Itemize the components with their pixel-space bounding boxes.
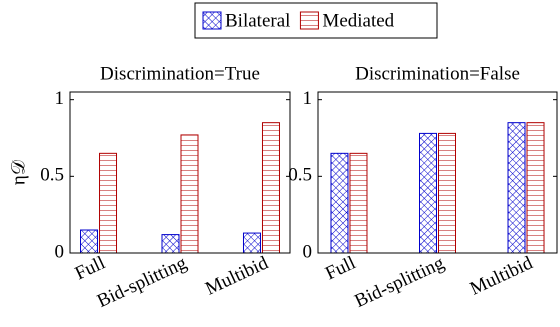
bar [438,132,456,254]
bar [80,229,99,254]
y-tick-label: 0.5 [40,165,64,186]
chart-title: Discrimination=True [100,63,260,84]
legend: Bilateral Mediated [194,2,438,39]
bar [526,122,545,254]
plot-frame [317,91,558,254]
y-tick-label: 0.5 [288,165,312,186]
bar [161,234,180,254]
x-tick-label: Full [72,252,109,284]
bar [349,152,368,254]
y-tick-label: 0 [303,241,313,262]
y-tick-label: 1 [55,88,65,109]
y-axis-label: η𝒟 [8,159,29,185]
plot-frame [69,91,291,254]
legend-swatch [299,11,319,30]
x-tick-label: Bid-splitting [352,252,448,312]
x-tick-label: Multibid [467,252,537,299]
bar [180,134,199,254]
y-tick-label: 1 [303,88,313,109]
legend-swatch [202,11,222,30]
legend-label: Mediated [322,10,394,31]
bar [242,232,261,254]
x-tick-label: Multibid [202,252,272,299]
bar [507,122,526,254]
bar [419,132,437,254]
bar [330,152,349,254]
legend-label: Bilateral [225,10,290,31]
bar [261,122,280,254]
x-tick-label: Bid-splitting [94,252,190,312]
x-tick-label: Full [322,252,359,284]
chart-title: Discrimination=False [355,63,520,84]
y-tick-label: 0 [55,241,65,262]
bar [99,152,118,254]
